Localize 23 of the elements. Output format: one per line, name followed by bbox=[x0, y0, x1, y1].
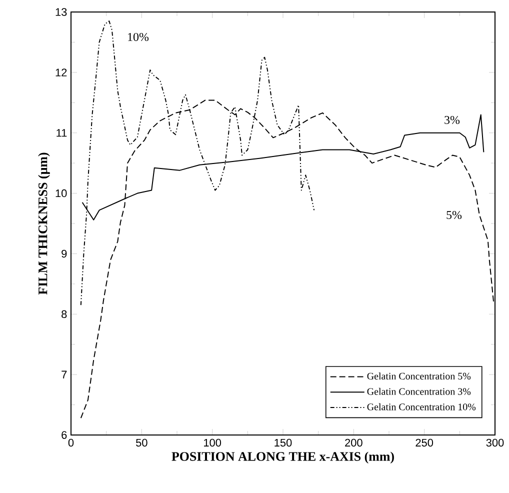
x-tick-label: 250 bbox=[416, 438, 434, 447]
x-axis-title: POSITION ALONG THE x-AXIS (mm) bbox=[172, 452, 394, 464]
y-tick-label: 6 bbox=[62, 431, 67, 439]
x-tick-label: 50 bbox=[136, 438, 148, 447]
y-tick-label: 7 bbox=[62, 370, 67, 378]
x-tick-label: 200 bbox=[345, 438, 362, 447]
x-tick-label: 150 bbox=[274, 438, 292, 447]
legend-label: Gelatin Concentration 5% bbox=[367, 372, 471, 380]
y-tick-label: 12 bbox=[56, 68, 67, 76]
annotation: 3% bbox=[444, 116, 460, 124]
annotation: 10% bbox=[128, 32, 149, 42]
annotation: 5% bbox=[446, 210, 462, 220]
y-tick-label: 10 bbox=[56, 189, 67, 198]
y-tick-label: 9 bbox=[62, 250, 67, 258]
x-tick-label: 0 bbox=[68, 438, 74, 447]
y-tick-label: 13 bbox=[56, 8, 67, 16]
y-axis-title: FILM THICKNESS (μm) bbox=[38, 152, 50, 295]
y-tick-label: 11 bbox=[56, 129, 67, 137]
y-tick-label: 8 bbox=[62, 310, 67, 318]
x-tick-label: 300 bbox=[486, 438, 504, 447]
legend-label: Gelatin Concentration 3% bbox=[367, 388, 471, 395]
x-tick-label: 100 bbox=[204, 438, 222, 447]
legend-label: Gelatin Concentration 10% bbox=[367, 403, 476, 410]
